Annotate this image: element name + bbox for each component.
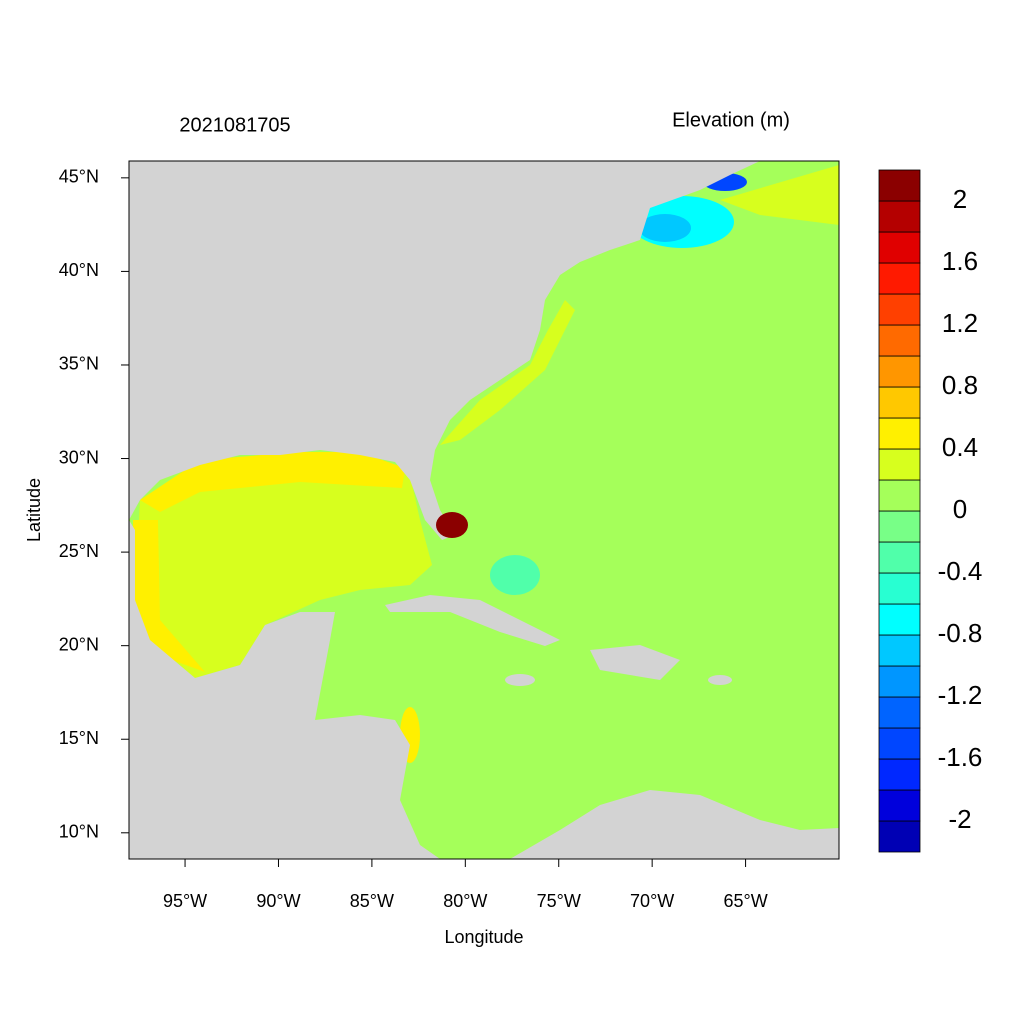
y-tick-label: 45°N xyxy=(59,167,99,187)
colorbar-box xyxy=(878,324,921,357)
x-tick-label: 85°W xyxy=(350,891,394,911)
colorbar-box xyxy=(878,727,921,760)
y-tick-label: 15°N xyxy=(59,728,99,748)
colorbar-box xyxy=(878,231,921,264)
colorbar-box xyxy=(878,510,921,543)
x-tick-label: 70°W xyxy=(630,891,674,911)
colorbar-label: 0.8 xyxy=(942,370,978,400)
x-tick-label: 65°W xyxy=(723,891,767,911)
y-tick-label: 10°N xyxy=(59,822,99,842)
colorbar-box xyxy=(878,758,921,791)
coastal-field xyxy=(440,300,575,445)
colorbar-box xyxy=(878,355,921,388)
x-axis-label: Longitude xyxy=(444,927,523,947)
colorbar-box xyxy=(878,169,921,202)
colorbar-label: 2 xyxy=(953,184,967,214)
colorbar-box xyxy=(878,479,921,512)
colorbar-box xyxy=(878,634,921,667)
coastal-surge xyxy=(140,452,405,512)
y-tick-label: 25°N xyxy=(59,541,99,561)
colorbar-label: 1.2 xyxy=(942,308,978,338)
y-tick-label: 40°N xyxy=(59,260,99,280)
colorbar-box xyxy=(878,417,921,450)
colorbar-box xyxy=(878,448,921,481)
colorbar-label: -2 xyxy=(948,804,971,834)
colorbar-box xyxy=(878,572,921,605)
surge-high xyxy=(436,512,468,538)
colorbar-box xyxy=(878,293,921,326)
land xyxy=(129,520,440,859)
y-axis-label: Latitude xyxy=(24,478,44,542)
land xyxy=(129,161,760,540)
colorbar-box xyxy=(878,696,921,729)
colorbar-box xyxy=(878,789,921,822)
island xyxy=(505,674,535,686)
y-tick-label: 30°N xyxy=(59,447,99,467)
x-tick-label: 80°W xyxy=(443,891,487,911)
colorbar-label: -0.4 xyxy=(938,556,983,586)
colorbar-label: -1.2 xyxy=(938,680,983,710)
y-tick-label: 35°N xyxy=(59,354,99,374)
colorbar-box xyxy=(878,665,921,698)
plot-frame xyxy=(128,160,840,860)
colorbar-box xyxy=(878,603,921,636)
island xyxy=(708,675,732,685)
colorbar-box xyxy=(878,200,921,233)
colorbar-label: -1.6 xyxy=(938,742,983,772)
x-tick-label: 95°W xyxy=(163,891,207,911)
colorbar-box xyxy=(878,386,921,419)
surge-low xyxy=(639,214,691,242)
colorbar-label: -0.8 xyxy=(938,618,983,648)
colorbar-label: 0.4 xyxy=(942,432,978,462)
colorbar-label: 1.6 xyxy=(942,246,978,276)
land xyxy=(510,790,839,859)
coastal-field xyxy=(720,165,839,225)
map-title: 2021081705 xyxy=(179,114,290,136)
map xyxy=(129,161,839,859)
island xyxy=(590,645,680,680)
x-tick-label: 75°W xyxy=(537,891,581,911)
x-tick-label: 90°W xyxy=(256,891,300,911)
colorbar-title: Elevation (m) xyxy=(672,109,790,131)
colorbar-box xyxy=(878,541,921,574)
colorbar-box xyxy=(878,262,921,295)
gulf-field xyxy=(135,458,432,678)
coastal-surge xyxy=(133,520,205,672)
surge-low xyxy=(490,555,540,595)
colorbar-box xyxy=(878,820,921,853)
colorbar-label: 0 xyxy=(953,494,967,524)
island xyxy=(385,595,560,646)
y-tick-label: 20°N xyxy=(59,634,99,654)
